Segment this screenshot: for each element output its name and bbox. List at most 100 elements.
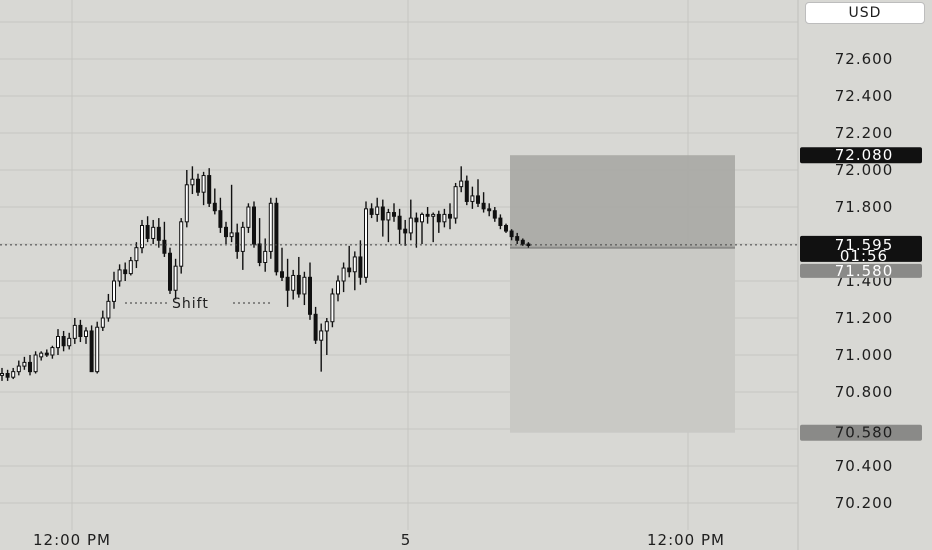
candle-body <box>364 208 368 278</box>
candle <box>67 332 72 350</box>
candle-body <box>140 225 144 249</box>
candle <box>257 218 262 267</box>
candle-body <box>291 274 296 291</box>
x-tick-label: 12:00 PM <box>647 531 725 549</box>
candle-body <box>431 213 436 217</box>
candle <box>352 251 357 291</box>
x-tick-label: 5 <box>401 531 412 549</box>
position-tool[interactable] <box>510 155 735 433</box>
time-axis[interactable]: 12:00 PM 5 12:00 PM <box>33 531 725 549</box>
entry-price-tag-bg <box>800 263 922 278</box>
candle <box>196 173 200 196</box>
candle-body <box>196 178 200 193</box>
entry-price-tag: 71.580 <box>800 262 922 280</box>
candle-body <box>84 330 88 338</box>
currency-selector[interactable]: USD <box>805 2 925 24</box>
candle <box>162 221 167 257</box>
candle <box>358 240 363 285</box>
shift-annotation: Shift <box>125 296 272 312</box>
candle-body <box>201 175 206 193</box>
candle-body <box>224 226 228 238</box>
candle <box>201 171 206 206</box>
candle <box>464 175 469 206</box>
candle <box>414 212 419 248</box>
target-zone[interactable] <box>510 155 735 248</box>
candle <box>509 229 514 241</box>
candle-body <box>425 213 430 217</box>
candle <box>117 264 122 287</box>
candle <box>453 182 458 224</box>
last-price-tag-bg <box>800 235 922 262</box>
candle <box>50 345 55 359</box>
candle <box>459 166 464 193</box>
candle-body <box>336 280 340 295</box>
candle <box>481 192 486 213</box>
candle-body <box>179 221 184 267</box>
candle <box>240 221 245 270</box>
candle <box>369 203 374 219</box>
candle-body <box>235 232 240 252</box>
candle <box>28 355 32 376</box>
candle-body <box>0 373 4 376</box>
candle <box>100 310 105 331</box>
annotation-label: Shift <box>172 296 209 312</box>
candle-body <box>72 324 77 339</box>
candle <box>431 212 436 243</box>
candle-body <box>358 256 363 278</box>
candle <box>252 201 256 248</box>
y-tick-label: 72.200 <box>835 124 894 142</box>
candle-body <box>492 210 497 219</box>
candle <box>179 218 184 274</box>
candle <box>33 351 38 374</box>
candle <box>492 207 497 222</box>
candle-body <box>134 247 139 262</box>
candle <box>22 356 27 370</box>
candle-body <box>218 210 223 228</box>
candle <box>184 170 189 228</box>
candle-body <box>252 206 256 245</box>
candle-body <box>50 347 55 356</box>
stop-price-tag-label: 70.580 <box>835 424 894 442</box>
candle-body <box>212 202 217 212</box>
candle <box>408 199 413 241</box>
candle <box>330 288 335 328</box>
candle-body <box>476 195 480 204</box>
candle-body <box>313 313 318 341</box>
candle-body <box>324 321 329 332</box>
price-axis[interactable]: 72.60072.40072.20072.00071.80071.40071.2… <box>797 0 894 550</box>
candle-body <box>509 230 514 238</box>
candle-body <box>246 206 251 228</box>
candle-body <box>464 180 469 202</box>
candle <box>498 214 503 230</box>
candle <box>112 271 116 309</box>
y-tick-label: 71.200 <box>835 309 894 327</box>
candle <box>89 325 94 373</box>
candle <box>515 232 520 244</box>
candle <box>403 219 408 246</box>
y-tick-label: 70.400 <box>835 457 894 475</box>
stop-zone[interactable] <box>510 247 735 433</box>
y-tick-label: 72.000 <box>835 161 894 179</box>
candle-body <box>308 276 312 315</box>
candle <box>128 256 133 276</box>
candle-body <box>61 336 66 347</box>
candle-body <box>112 280 116 302</box>
candle-body <box>436 213 441 223</box>
candle-body <box>44 352 49 356</box>
candle-body <box>28 361 32 373</box>
candle <box>425 207 430 224</box>
candle-body <box>375 206 380 215</box>
candle <box>190 166 195 195</box>
candle-body <box>459 180 464 188</box>
candle <box>44 349 49 357</box>
candle-body <box>296 274 301 295</box>
candle-body <box>156 226 161 241</box>
candle-body <box>33 354 38 373</box>
candle <box>420 212 424 244</box>
candle <box>212 188 217 215</box>
candle-body <box>106 300 111 319</box>
y-tick-label: 70.200 <box>835 494 894 512</box>
